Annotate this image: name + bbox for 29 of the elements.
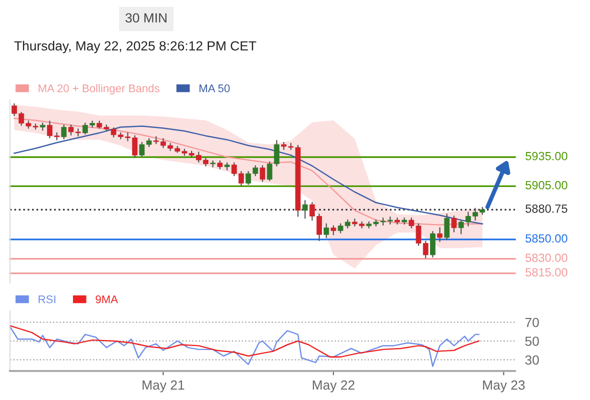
line-series [10,327,480,367]
ref-line-label: 5905.00 [526,180,568,190]
chart-subtitle: Thursday, May 22, 2025 8:26:12 PM CET [14,40,256,54]
chart-title: 30 MIN [126,13,166,23]
y-tick-label: 50 [525,336,539,346]
x-tick-label: May 21 [142,380,184,392]
x-tick-label: May 22 [312,380,354,392]
legend-label: RSI [38,295,56,304]
ref-line-label: 5830.00 [526,254,568,262]
candlestick [394,218,400,224]
candlestick [430,231,436,258]
candlestick [302,200,308,219]
y-tick-label: 30 [525,355,539,365]
legend-label: MA 50 [200,84,230,92]
candlestick [61,124,67,140]
legend-label: MA 20 + Bollinger Bands [38,84,160,94]
y-tick-label: 70 [525,318,539,328]
candlestick [444,214,450,240]
candlestick [437,227,443,242]
ref-line-label: 5850.00 [526,234,568,243]
candlestick [451,216,457,232]
candlestick [324,223,330,238]
candlestick [260,165,266,182]
legend-label: 9MA [96,295,118,304]
ref-line-label: 5935.00 [526,152,568,160]
line-series [10,325,480,358]
ref-line-label: 5880.75 [526,204,568,213]
ref-line-label: 5815.00 [526,268,568,276]
x-tick-label: May 23 [483,380,525,392]
